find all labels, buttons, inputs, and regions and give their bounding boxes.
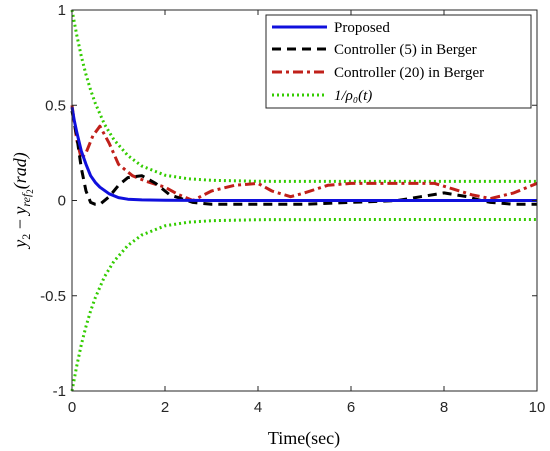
y-axis-label-sub: 2	[19, 234, 33, 240]
y-axis-label: y2 − yref2(rad)	[10, 152, 35, 250]
y-tick-label: -1	[53, 383, 66, 400]
x-tick-label: 8	[440, 399, 448, 416]
y-axis-label-yref: y	[10, 207, 30, 217]
y-tick-label: -0.5	[40, 288, 66, 305]
y-axis-label-ref-sub: ref	[19, 192, 33, 207]
x-tick-label: 0	[68, 399, 76, 416]
legend-label-proposed: Proposed	[334, 20, 390, 36]
y-tick-label: 0	[58, 193, 66, 210]
x-tick-label: 4	[254, 399, 262, 416]
series-line-bound-upper	[70, 9, 537, 183]
tick-label-layer: 0 2 4 6 8 10 -1 -0.5 0 0.5 1	[40, 2, 545, 416]
legend-label-ctrl20: Controller (20) in Berger	[334, 65, 484, 81]
x-tick-label: 6	[347, 399, 355, 416]
y-axis-label-y: y	[10, 240, 30, 250]
series-line-bound-lower	[70, 218, 537, 392]
legend-box	[265, 14, 532, 109]
legend-label-ctrl5: Controller (5) in Berger	[334, 42, 477, 58]
series-line-ctrl20	[70, 105, 538, 202]
legend: Proposed Controller (5) in Berger Contro…	[265, 14, 532, 109]
series-line-proposed	[70, 106, 537, 202]
y-tick-label: 0.5	[45, 97, 66, 114]
y-axis-label-ref-sub2: 2	[25, 189, 35, 194]
x-tick-label: 10	[529, 399, 546, 416]
y-axis-label-minus: −	[10, 215, 30, 234]
series-line-ctrl5	[70, 110, 537, 206]
plot-area-frame	[71, 9, 538, 392]
legend-label-bound: 1/ρ₀(t)	[334, 88, 372, 104]
series-layer	[70, 9, 538, 392]
x-tick-label: 2	[161, 399, 169, 416]
y-tick-label: 1	[58, 2, 66, 19]
y-axis-label-unit: (rad)	[10, 152, 31, 189]
x-axis-label: Time(sec)	[268, 428, 340, 449]
